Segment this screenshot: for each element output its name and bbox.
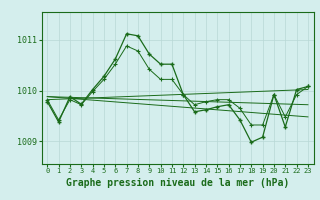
X-axis label: Graphe pression niveau de la mer (hPa): Graphe pression niveau de la mer (hPa) bbox=[66, 178, 289, 188]
